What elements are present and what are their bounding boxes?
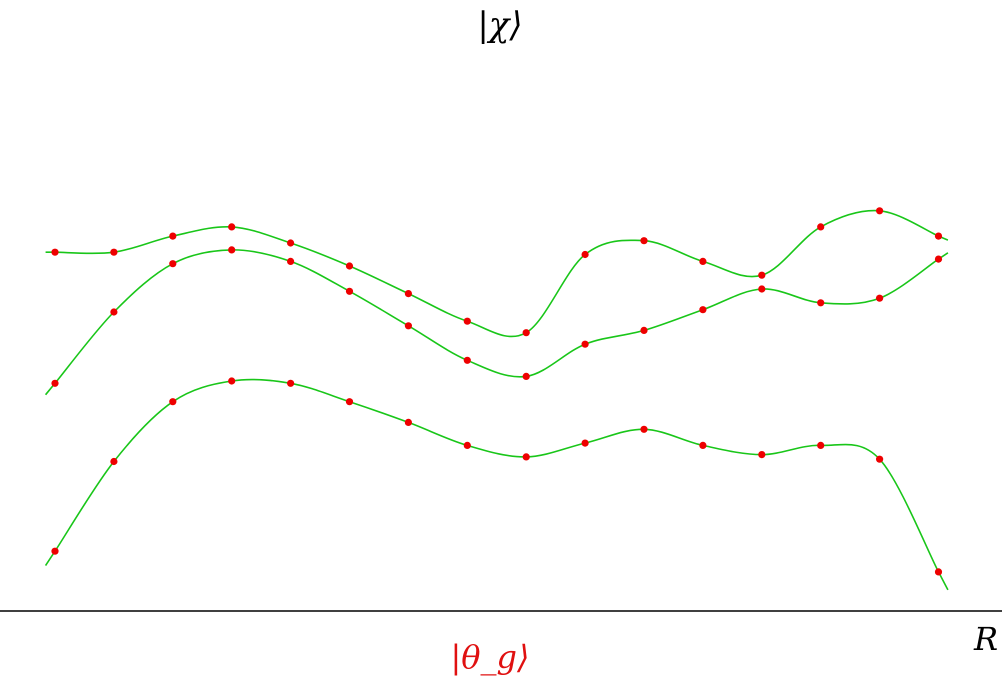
curve-1-point-14 — [817, 223, 825, 231]
curve-2 — [44, 249, 949, 396]
curve-3-point-6 — [345, 398, 354, 406]
curve-1-point-16 — [934, 232, 943, 240]
curve-3-point-16 — [934, 568, 943, 576]
curve-3-point-1 — [51, 547, 59, 555]
curve-2-point-12 — [699, 306, 707, 314]
curve-3-point-14 — [817, 441, 825, 449]
curve-3-point-7 — [404, 418, 412, 426]
curve-2-point-7 — [404, 322, 412, 330]
curve-2-point-3 — [169, 260, 177, 268]
r-axis-label: R — [973, 620, 998, 658]
curve-3-point-9 — [522, 453, 530, 461]
curve-3-point-10 — [581, 439, 589, 447]
curve-2-point-13 — [758, 285, 766, 293]
curve-3-point-8 — [463, 441, 471, 449]
curve-2-point-16 — [934, 255, 943, 263]
curve-1-point-11 — [640, 237, 648, 245]
curve-2-point-15 — [876, 294, 884, 302]
curve-1-point-12 — [699, 257, 707, 265]
curve-1-point-8 — [463, 317, 471, 325]
curve-1-point-7 — [404, 290, 412, 298]
curve-1-point-6 — [345, 262, 354, 270]
curve-3-point-2 — [110, 457, 118, 466]
points-layer — [51, 207, 943, 576]
bottom-ket-label: |θ_g⟩ — [450, 638, 529, 676]
curve-2-point-14 — [817, 299, 825, 307]
curve-1-point-2 — [110, 248, 118, 256]
curve-2-point-6 — [345, 287, 354, 295]
curve-1-point-10 — [581, 250, 589, 259]
curve-2-point-5 — [287, 257, 295, 265]
curve-3-point-12 — [699, 441, 707, 449]
curve-3-point-11 — [640, 425, 648, 433]
curve-1 — [45, 209, 949, 338]
top-ket-label: |χ⟩ — [477, 5, 522, 45]
curve-2-point-10 — [581, 340, 589, 348]
curve-3-point-5 — [287, 379, 295, 387]
curve-2-point-8 — [463, 356, 471, 364]
curves-layer — [44, 209, 949, 591]
curve-2-point-1 — [51, 379, 59, 387]
curve-2-point-4 — [228, 246, 236, 254]
curve-1-point-3 — [169, 232, 177, 240]
curve-2-point-11 — [640, 326, 648, 334]
curve-2-point-2 — [110, 308, 118, 316]
curve-1-point-1 — [51, 248, 59, 256]
curve-3-point-15 — [876, 455, 884, 463]
curve-3-point-3 — [169, 398, 177, 406]
curve-3-point-4 — [228, 377, 236, 385]
curve-1-point-15 — [876, 207, 884, 215]
curve-2-point-9 — [522, 372, 530, 380]
curve-1-point-4 — [228, 223, 236, 231]
curve-1-point-13 — [758, 271, 766, 279]
curve-3 — [44, 378, 949, 591]
curve-1-point-5 — [287, 239, 295, 247]
curve-1-point-9 — [522, 329, 530, 337]
curve-3-point-13 — [758, 451, 766, 459]
